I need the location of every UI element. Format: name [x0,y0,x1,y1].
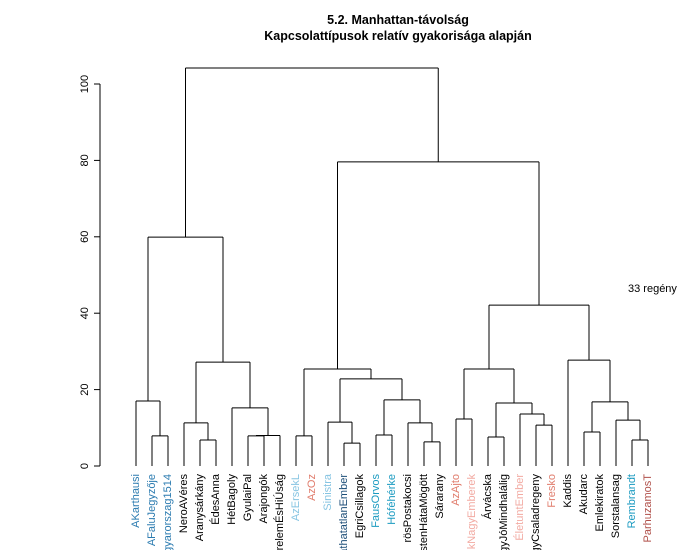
merge-link [519,413,545,466]
leaf-label: Rembrandt [626,474,638,528]
merge-link [195,361,251,423]
merge-link [487,436,505,466]
y-tick-label: 80 [79,154,91,166]
leaf-label: relemÉsHiÚság [273,474,286,550]
merge-link [295,435,313,466]
merge-link [591,401,629,433]
merge-link [199,439,217,466]
leaf-label: Akudarc [578,474,590,515]
merge-link [455,418,473,466]
leaf-label: Sorstalansag [610,474,622,538]
leaf-label: ÉdesAnna [209,473,222,525]
merge-link [535,424,553,466]
y-tick-label: 20 [79,383,91,395]
leaf-label: Emlekiratok [594,474,606,532]
leaf-label: Arajongók [258,474,270,524]
leaf-label: áthatatlanEmber [338,474,350,550]
merge-link [615,419,641,466]
chart-title: 5.2. Manhattan-távolság [327,13,469,27]
merge-link [375,434,393,466]
leaf-label: AFaluJegyzője [146,474,158,546]
leaf-label: Árvácska [481,473,494,519]
merge-link [567,359,611,466]
leaf-label: AzAjto [450,474,462,506]
merge-link [231,407,269,466]
y-tick-label: 100 [79,75,91,93]
merge-link [135,400,161,466]
leaf-label: Kaddis [562,474,574,508]
leaf-label: EgriCsillagok [354,474,366,539]
leaf-label: Aranysárkány [194,474,206,542]
leaf-label: NeroAVéres [178,474,190,534]
leaf-label: gyarorszag1514 [162,474,174,550]
leaf-label: AzErsekL [290,474,302,521]
y-tick-label: 40 [79,307,91,319]
leaf-label: FausOrvos [370,474,382,528]
merge-link [583,431,601,466]
annotation: 33 regény [628,283,677,295]
leaf-label: Sinistra [322,473,334,511]
leaf-label: gyJóMindhalálig [498,474,510,550]
leaf-label: HétBagoly [226,474,238,525]
merge-link [255,434,281,466]
y-tick-label: 0 [79,463,91,469]
leaf-label: Fresko [546,474,558,508]
leaf-label: ParhuzamosT [642,474,654,543]
leaf-label: stenHátaMögött [418,474,430,550]
merge-link [151,435,169,466]
leaf-label: rösPostakocsi [402,474,414,542]
merge-link [343,442,361,466]
merge-link [247,435,265,466]
leaf-label: GyulaiPal [242,474,254,521]
merge-link [423,441,441,466]
chart-subtitle: Kapcsolattípusok relatív gyakorisága ala… [264,29,531,43]
merge-link [147,236,224,402]
leaf-label: Sárarany [434,474,446,519]
merge-link [337,161,540,369]
leaf-label: AKarthausi [130,474,142,528]
leaf-label: kNagyEmberek [466,474,478,550]
merge-link [183,422,209,466]
merge-link [631,439,649,466]
merge-link [495,402,533,437]
merge-link [339,378,403,423]
merge-link [488,304,590,369]
leaf-label: AzOz [306,474,318,501]
merge-link [463,368,515,420]
merge-link [185,67,439,238]
merge-link [327,421,353,466]
leaf-label: ÉletuntEmber [513,474,526,541]
merge-link [383,399,421,436]
leaf-label: gyCsaladregeny [530,474,542,550]
leaf-label: Hóféhérke [386,474,398,525]
y-tick-label: 60 [79,231,91,243]
merge-link [407,422,433,466]
